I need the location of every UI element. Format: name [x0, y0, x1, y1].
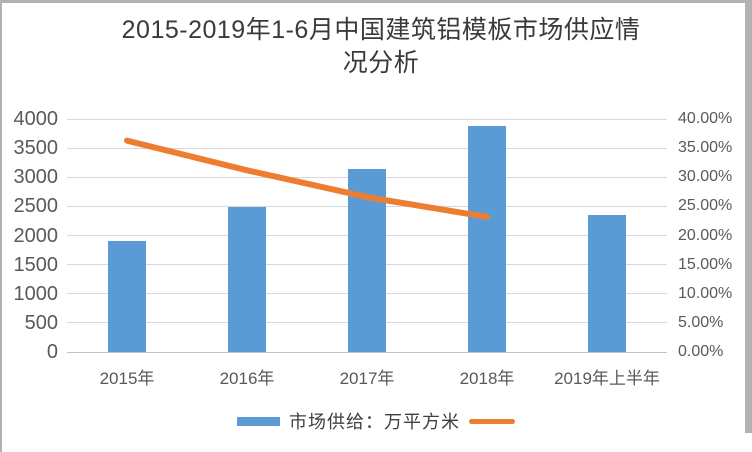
right-axis-tick: 15.00% — [678, 255, 733, 273]
bar-2015年 — [108, 241, 146, 352]
bar-2018年 — [468, 125, 506, 352]
left-axis-tick: 1500 — [13, 253, 59, 276]
x-label-2017年: 2017年 — [339, 369, 395, 388]
right-axis-tick: 20.00% — [678, 226, 733, 244]
screenshot-border-left — [0, 0, 2, 452]
left-axis-tick: 2500 — [13, 195, 59, 218]
right-axis-tick: 0.00% — [678, 343, 724, 360]
legend: 市场供给：万平方米 — [0, 408, 752, 434]
chart-title: 2015-2019年1-6月中国建筑铝模板市场供应情 况分析 — [16, 14, 746, 80]
legend-bar-swatch-icon — [237, 416, 280, 426]
gridline — [67, 147, 667, 149]
chart-title-line2: 况分析 — [342, 49, 420, 77]
left-axis-tick: 500 — [24, 311, 58, 334]
x-label-2018年: 2018年 — [459, 369, 515, 388]
screenshot-border-right — [745, 0, 752, 433]
right-axis-tick: 5.00% — [678, 313, 724, 331]
left-axis-tick: 4000 — [13, 108, 59, 130]
right-axis-tick: 10.00% — [678, 284, 733, 302]
gridline — [67, 118, 667, 120]
x-label-2019年上半年: 2019年上半年 — [554, 369, 660, 388]
left-axis-tick: 2000 — [13, 224, 59, 247]
bar-2016年 — [228, 206, 266, 352]
x-label-2016年: 2016年 — [219, 369, 275, 388]
screenshot-border-top — [0, 0, 752, 3]
bar-2019年上半年 — [588, 215, 626, 352]
legend-bar-label: 市场供给：万平方米 — [289, 412, 460, 432]
chart-title-line1: 2015-2019年1-6月中国建筑铝模板市场供应情 — [121, 16, 641, 44]
growth-line-path — [124, 137, 490, 220]
left-axis-tick: 3500 — [13, 137, 59, 160]
plot-area — [67, 118, 667, 353]
growth-line-series — [124, 137, 490, 220]
right-axis-tick: 40.00% — [678, 110, 733, 127]
left-axis-tick: 3000 — [13, 166, 59, 189]
right-axis-tick: 35.00% — [678, 139, 733, 157]
left-axis-tick: 0 — [46, 341, 58, 363]
right-axis-tick: 30.00% — [678, 168, 733, 186]
x-label-2015年: 2015年 — [99, 369, 155, 388]
legend-line-swatch-icon — [469, 418, 515, 424]
gridline — [67, 352, 667, 353]
left-axis-tick: 1000 — [13, 282, 59, 305]
right-axis-tick: 25.00% — [678, 197, 733, 215]
